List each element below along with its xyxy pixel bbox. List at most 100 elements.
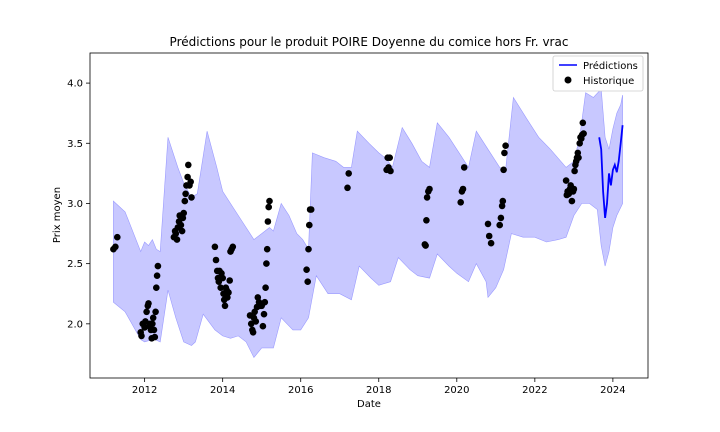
chart-title: Prédictions pour le produit POIRE Doyenn… [170, 35, 569, 49]
historique-point [497, 214, 505, 222]
historique-point [303, 266, 310, 274]
historique-point [484, 220, 492, 228]
prediction-band [113, 88, 623, 359]
historique-point [153, 272, 161, 280]
historique-point [265, 203, 273, 211]
y-tick-label: 4.0 [67, 79, 83, 90]
historique-points [110, 119, 587, 342]
legend-label-historique: Historique [583, 76, 634, 87]
historique-point [263, 260, 270, 267]
historique-point [178, 227, 186, 235]
historique-point [263, 245, 271, 253]
prediction-series-line [598, 125, 624, 219]
historique-point [184, 173, 191, 181]
prediction-line [598, 125, 624, 219]
x-tick-label: 2024 [600, 385, 625, 396]
y-tick-label: 3.5 [67, 139, 83, 150]
historique-point [306, 221, 313, 229]
historique-point [181, 197, 189, 205]
historique-point [249, 329, 257, 336]
historique-point [182, 190, 189, 198]
historique-point [459, 185, 467, 193]
historique-point [499, 197, 507, 205]
y-axis-ticks: 2.0 2.5 3.0 3.5 4.0 [67, 79, 90, 330]
y-axis-label: Prix moyen [52, 187, 63, 243]
historique-point [145, 300, 152, 307]
historique-point [579, 119, 587, 127]
historique-point [496, 221, 504, 229]
historique-point [151, 333, 159, 341]
historique-point [188, 194, 195, 201]
historique-point [221, 302, 229, 310]
legend-label-predictions: Prédictions [583, 60, 638, 72]
historique-point [153, 284, 160, 292]
x-axis-ticks: 2012 2014 2016 2018 2020 2022 2024 [132, 378, 626, 396]
historique-point [149, 320, 156, 328]
plot-frame [89, 52, 649, 379]
historique-point [423, 217, 430, 224]
historique-point [501, 149, 508, 157]
historique-point [575, 154, 582, 161]
historique-point [457, 199, 465, 206]
historique-point [212, 256, 220, 264]
historique-point [266, 197, 273, 205]
x-tick-label: 2014 [210, 385, 235, 396]
x-tick-label: 2020 [444, 385, 469, 396]
x-tick-label: 2012 [132, 385, 157, 396]
historique-point [138, 332, 145, 340]
legend: Prédictions Historique [552, 55, 644, 92]
historique-point [423, 194, 431, 201]
historique-point [262, 284, 269, 292]
historique-point [502, 142, 509, 149]
historique-point [154, 262, 162, 270]
historique-point [422, 242, 429, 249]
historique-point [304, 278, 312, 286]
historique-point [172, 230, 180, 237]
historique-point [173, 236, 181, 243]
historique-point [307, 206, 315, 213]
x-tick-label: 2018 [366, 385, 391, 396]
y-tick-label: 2.5 [67, 259, 83, 270]
historique-point [386, 154, 394, 161]
historique-point [152, 308, 159, 316]
historique-point [225, 289, 232, 296]
historique-point [150, 326, 158, 334]
historique-point [217, 284, 224, 292]
historique-point [143, 308, 150, 316]
historique-point [487, 239, 495, 247]
historique-point [114, 233, 121, 241]
historique-point [345, 170, 353, 177]
historique-point [177, 221, 185, 229]
historique-point [305, 245, 312, 253]
historique-point [344, 184, 351, 192]
x-tick-label: 2016 [288, 385, 313, 396]
historique-point [264, 218, 272, 225]
historique-point [426, 185, 433, 193]
historique-point [580, 130, 587, 137]
historique-point [252, 318, 260, 325]
historique-point [180, 209, 187, 217]
historique-point [460, 164, 468, 171]
historique-point [187, 178, 194, 186]
historique-point [562, 177, 570, 184]
historique-point [261, 298, 269, 306]
x-tick-label: 2022 [522, 385, 547, 396]
historique-point [259, 322, 267, 330]
historique-point [568, 197, 576, 205]
historique-point [211, 243, 219, 251]
legend-dot-marker [564, 76, 572, 84]
historique-point [229, 243, 237, 251]
y-tick-label: 3.0 [67, 199, 83, 210]
historique-point [571, 167, 578, 175]
historique-point [219, 274, 226, 282]
historique-point [149, 314, 157, 322]
y-tick-label: 2.0 [67, 319, 83, 330]
x-axis-label: Date [357, 399, 381, 410]
historique-point [260, 310, 268, 318]
historique-point [500, 166, 507, 174]
historique-point [387, 167, 394, 175]
historique-point [185, 161, 192, 169]
historique-point [570, 185, 578, 193]
historique-point [226, 277, 233, 284]
